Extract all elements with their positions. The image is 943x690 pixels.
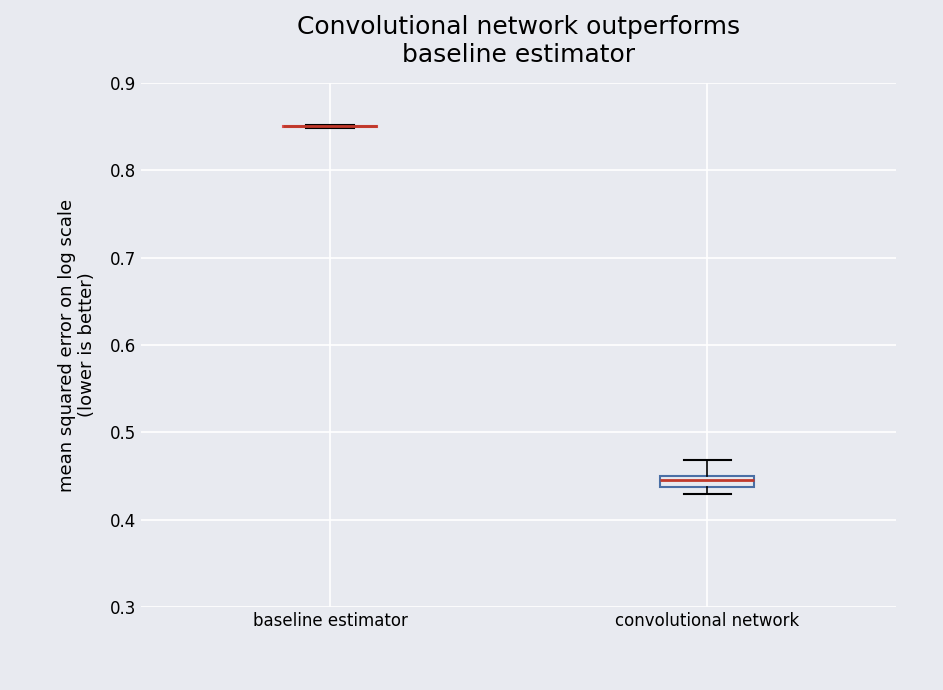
PathPatch shape (660, 476, 754, 487)
PathPatch shape (283, 126, 377, 127)
Title: Convolutional network outperforms
baseline estimator: Convolutional network outperforms baseli… (297, 15, 740, 67)
Y-axis label: mean squared error on log scale
(lower is better): mean squared error on log scale (lower i… (58, 199, 96, 491)
